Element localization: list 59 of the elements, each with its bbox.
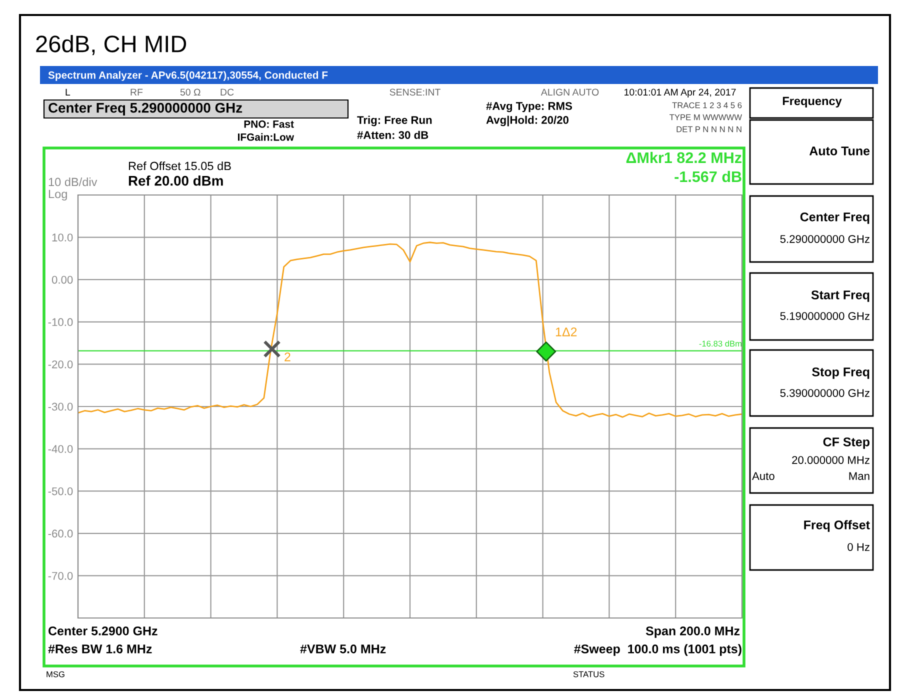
text: 10:01:01 AM Apr 24, 2017 [624,88,736,98]
text: Stop Freq [812,368,870,379]
text: #Sweep 100.0 ms (1001 pts) [574,644,742,656]
text: DET P N N N N N [676,126,742,132]
y-tick-label: -10.0 [48,318,73,326]
text: 20.000000 MHz [792,456,870,464]
text: Auto Tune [809,146,870,156]
text: RF [130,88,143,96]
text: ALIGN AUTO [540,88,599,96]
text: Log [48,190,67,201]
text: Center Freq [800,212,870,224]
text: CF Step [823,438,870,449]
text: Center 5.2900 GHz [48,626,158,636]
text: L [66,88,70,96]
text: Frequency [782,96,842,108]
y-tick-label: -50.0 [48,487,73,496]
text: TYPE M WWWWW [670,114,742,120]
text: IFGain:Low [238,133,294,141]
text: 5.190000000 GHz [780,312,870,320]
text: #VBW 5.0 MHz [300,644,386,654]
text: Freq Offset [804,520,870,532]
text: ΔMkr1 82.2 MHz [626,152,742,164]
text: Trig: Free Run [357,116,432,126]
text: STATUS [573,671,604,678]
y-tick-label: -40.0 [48,445,73,453]
text: Avg|Hold: 20/20 [486,116,569,126]
text: #Atten: 30 dB [357,130,428,139]
text: 5.390000000 GHz [780,389,870,397]
annotation: 1Δ2 [556,328,577,336]
text: Ref 20.00 dBm [128,176,223,186]
text: SENSE:INT [390,88,440,96]
text: Man [849,472,870,480]
text: 0 Hz [848,543,870,551]
annotation: 2 [284,352,290,362]
ref-line-label: -16.83 dBm [699,340,742,347]
text: Ref Offset 15.05 dB [128,162,231,170]
text: Auto [752,472,774,480]
text: -1.567 dB [674,170,742,182]
text: #Avg Type: RMS [486,102,572,112]
text: 5.290000000 GHz [780,235,870,243]
text: 50 Ω [180,88,200,96]
text: MSG [46,671,64,678]
text: DC [220,88,234,96]
y-tick-label: -70.0 [48,572,73,580]
text: PNO: Fast [244,120,294,128]
text: Spectrum Analyzer - APv6.5(042117),30554, Conducted F [48,71,328,81]
y-tick-label: -20.0 [48,360,73,368]
text: Center Freq 5.290000000 GHz [48,102,242,116]
text: TRACE 1 2 3 4 5 6 [672,102,742,108]
chart-title: 26dB, CH MID [36,34,186,56]
line-series [78,242,742,418]
y-tick-label: 0.00 [52,276,73,284]
text: 10 dB/div [48,178,98,186]
text: Span 200.0 MHz [646,626,740,638]
y-tick-label: -60.0 [48,530,73,538]
y-tick-label: 10.0 [52,234,73,242]
text: #Res BW 1.6 MHz [48,644,152,654]
text: Start Freq [811,290,870,302]
y-tick-label: -30.0 [48,402,73,411]
